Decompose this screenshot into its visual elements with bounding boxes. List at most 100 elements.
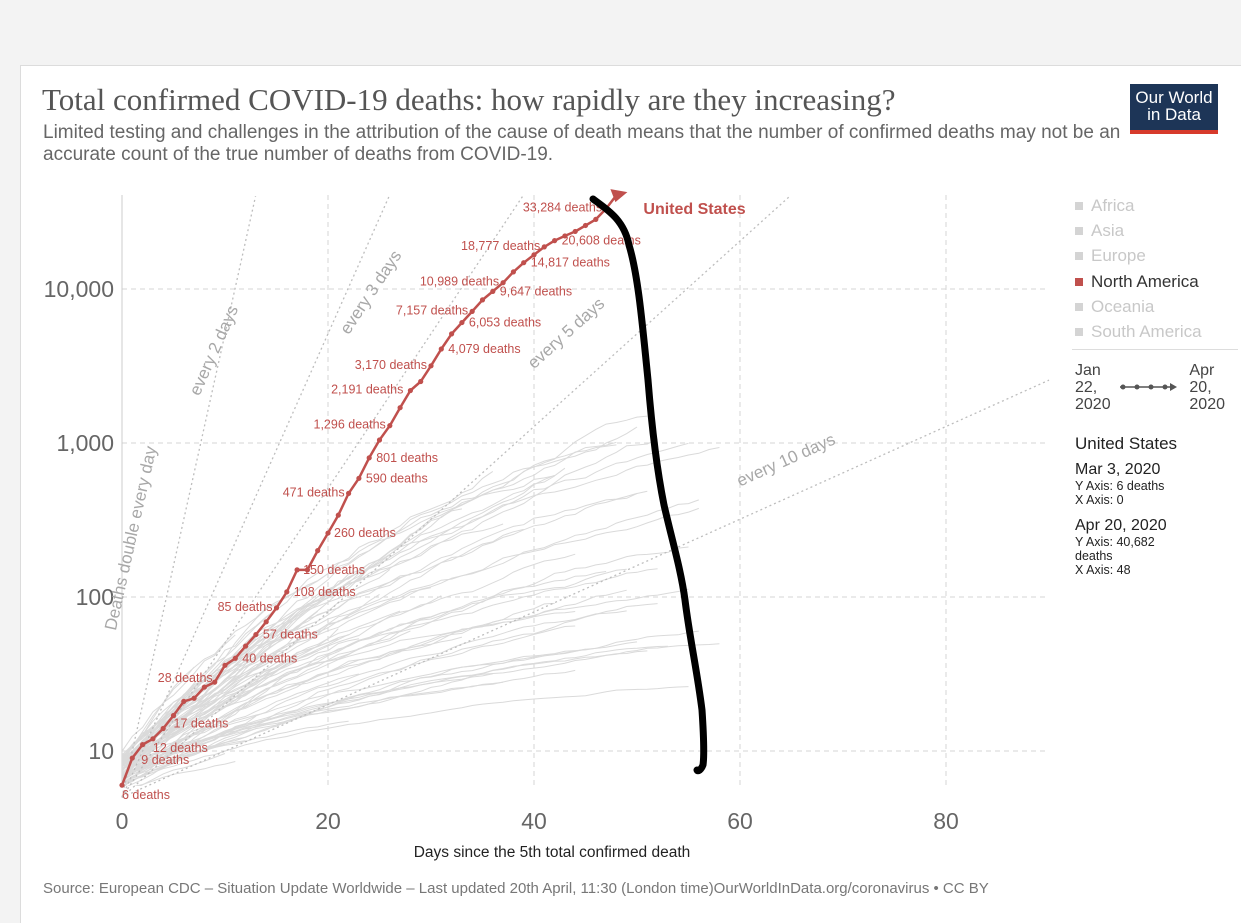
legend-label: Europe (1091, 246, 1146, 266)
legend-item-south-america[interactable]: South America (1075, 319, 1235, 344)
us-data-point[interactable] (243, 643, 249, 649)
tooltip-info-panel: United States Mar 3, 2020 Y Axis: 6 deat… (1075, 434, 1235, 577)
us-data-point[interactable] (572, 228, 578, 235)
logo-line-1: Our World (1135, 88, 1213, 107)
y-tick-label: 10,000 (44, 276, 114, 302)
us-data-point[interactable] (366, 455, 372, 461)
country-line (122, 666, 195, 752)
us-data-point[interactable] (160, 725, 166, 732)
us-data-point[interactable] (170, 712, 177, 719)
us-data-point[interactable] (140, 742, 146, 748)
us-data-point[interactable] (521, 260, 527, 266)
us-data-point[interactable] (593, 216, 599, 222)
country-line (122, 673, 493, 774)
us-data-point[interactable] (129, 755, 135, 761)
us-data-point[interactable] (376, 437, 383, 443)
us-data-point[interactable] (212, 679, 218, 685)
us-data-point[interactable] (253, 631, 259, 638)
point-label: 108 deaths (294, 585, 356, 599)
point-label: 150 deaths (303, 563, 365, 577)
country-line (122, 507, 699, 768)
us-data-point[interactable] (438, 346, 444, 352)
point-label: 6 deaths (122, 788, 170, 802)
us-data-point[interactable] (315, 548, 321, 554)
point-label: 260 deaths (334, 526, 396, 540)
series-label-united-states: United States (643, 201, 745, 218)
us-data-point[interactable] (119, 782, 125, 788)
info-country: United States (1075, 434, 1178, 453)
legend-swatch (1075, 252, 1083, 261)
us-data-point[interactable] (582, 222, 589, 229)
us-data-point[interactable] (459, 319, 465, 326)
guide-label-3-days: every 3 days (336, 247, 405, 338)
country-line (122, 626, 308, 783)
us-data-point[interactable] (150, 736, 156, 742)
us-data-point[interactable] (201, 684, 207, 690)
info-point1-y: Y Axis: 6 deaths (1075, 479, 1165, 493)
us-data-point[interactable] (284, 589, 290, 595)
legend-item-europe[interactable]: Europe (1075, 244, 1235, 269)
legend-item-asia[interactable]: Asia (1075, 218, 1235, 243)
legend-item-africa[interactable]: Africa (1075, 193, 1235, 218)
us-data-point[interactable] (263, 619, 269, 625)
legend-item-oceania[interactable]: Oceania (1075, 294, 1235, 319)
us-data-point[interactable] (510, 269, 516, 275)
us-data-point[interactable] (181, 698, 187, 704)
us-data-point[interactable] (562, 233, 568, 239)
source-footer[interactable]: Source: European CDC – Situation Update … (43, 880, 989, 897)
us-data-point[interactable] (304, 567, 310, 573)
y-tick-label: 1,000 (56, 430, 114, 456)
us-data-point[interactable] (346, 490, 352, 496)
us-data-point[interactable] (541, 244, 547, 250)
legend-item-north-america[interactable]: North America (1075, 269, 1235, 294)
point-label: 57 deaths (263, 628, 318, 642)
point-label: 85 deaths (218, 600, 273, 614)
country-line (122, 508, 462, 780)
legend-swatch (1075, 277, 1083, 286)
us-data-point[interactable] (428, 363, 434, 369)
guide-label-1-days: Deaths double every day (101, 444, 160, 632)
country-line (122, 610, 401, 765)
us-data-point[interactable] (552, 238, 558, 244)
chart-card (20, 65, 1241, 923)
us-data-point[interactable] (191, 695, 197, 701)
us-data-point[interactable] (531, 252, 537, 258)
point-label: 3,170 deaths (355, 358, 427, 372)
country-line (122, 641, 638, 763)
us-data-point[interactable] (397, 405, 403, 411)
legend-swatch (1075, 226, 1083, 235)
info-point2-y: Y Axis: 40,682 deaths (1075, 535, 1155, 563)
us-data-point[interactable] (418, 378, 424, 385)
x-tick-label: 80 (933, 808, 959, 834)
legend: Africa Asia Europe North America Oceania Sout… (1075, 193, 1235, 345)
us-data-point[interactable] (469, 308, 475, 314)
legend-label: Oceania (1091, 296, 1155, 316)
us-data-point[interactable] (232, 655, 238, 661)
point-label: 14,817 deaths (531, 256, 610, 270)
us-data-point[interactable] (222, 662, 228, 668)
us-data-point[interactable] (273, 605, 280, 611)
point-label: 28 deaths (158, 671, 213, 685)
timeline-slider[interactable]: Jan 22, 2020 Apr 20, 2020 (1075, 362, 1225, 422)
timeline-end-label: Apr 20, 2020 (1189, 362, 1225, 413)
us-data-point[interactable] (407, 387, 413, 394)
us-data-point[interactable] (294, 567, 300, 573)
point-label: 4,079 deaths (448, 342, 520, 356)
us-data-point[interactable] (490, 288, 496, 295)
us-data-point[interactable] (479, 297, 486, 303)
us-data-point[interactable] (500, 280, 506, 286)
point-label: 9,647 deaths (500, 284, 572, 298)
us-data-point[interactable] (449, 331, 455, 337)
owid-logo[interactable]: Our World in Data (1130, 84, 1218, 134)
us-data-point[interactable] (335, 512, 341, 518)
logo-line-2: in Data (1147, 105, 1201, 124)
y-tick-label: 100 (76, 584, 114, 610)
us-data-point[interactable] (387, 423, 393, 429)
us-data-point[interactable] (325, 530, 331, 536)
x-tick-label: 40 (521, 808, 547, 834)
x-tick-label: 60 (727, 808, 753, 834)
us-data-point[interactable] (356, 475, 362, 481)
point-label: 20,608 deaths (562, 234, 641, 248)
timeline-track[interactable] (1120, 380, 1178, 394)
